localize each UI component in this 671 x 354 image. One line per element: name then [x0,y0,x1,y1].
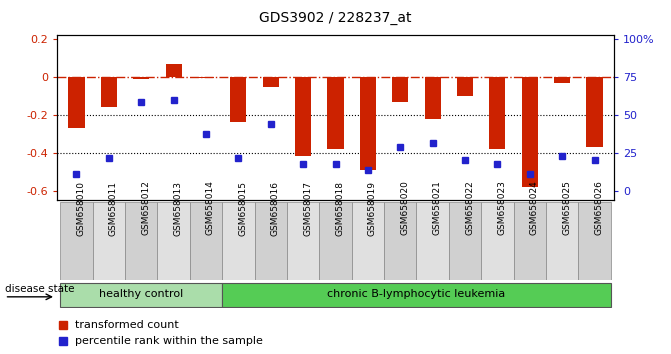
Bar [417,202,449,280]
Text: transformed count: transformed count [75,320,179,330]
Bar [554,77,570,83]
Bar [222,202,254,280]
Bar [60,283,222,307]
Text: percentile rank within the sample: percentile rank within the sample [75,336,263,346]
Bar [489,77,505,149]
Text: GSM658024: GSM658024 [530,181,539,235]
Bar [101,77,117,107]
Text: GSM658022: GSM658022 [465,181,474,235]
Bar [287,202,319,280]
Bar [125,202,158,280]
Bar [254,202,287,280]
Bar [190,202,222,280]
Bar [449,202,481,280]
Bar [319,202,352,280]
Bar [68,77,85,128]
Bar [262,77,279,87]
Bar [295,77,311,156]
Bar [392,77,409,102]
Bar [133,77,150,79]
Bar [481,202,513,280]
Text: GSM658016: GSM658016 [270,181,280,235]
Bar [352,202,384,280]
Text: GSM658023: GSM658023 [497,181,507,235]
Text: chronic B-lymphocytic leukemia: chronic B-lymphocytic leukemia [327,289,505,299]
Bar [384,202,417,280]
Bar [222,283,611,307]
Bar [198,77,214,78]
Bar [521,77,538,187]
Text: healthy control: healthy control [99,289,183,299]
Bar [166,64,182,77]
Bar [578,202,611,280]
Text: GSM658026: GSM658026 [595,181,603,235]
Bar [586,77,603,147]
Bar [360,77,376,170]
Text: GSM658014: GSM658014 [206,181,215,235]
Bar [158,202,190,280]
Text: GSM658013: GSM658013 [174,181,183,235]
Text: GSM658019: GSM658019 [368,181,377,235]
Bar [425,77,441,119]
Bar [327,77,344,149]
Text: GSM658017: GSM658017 [303,181,312,235]
Bar [93,202,125,280]
Text: GSM658020: GSM658020 [401,181,409,235]
Text: disease state: disease state [5,284,74,295]
Bar [546,202,578,280]
Text: GSM658011: GSM658011 [109,181,118,235]
Text: GSM658010: GSM658010 [76,181,85,235]
Text: GSM658015: GSM658015 [238,181,248,235]
Text: GDS3902 / 228237_at: GDS3902 / 228237_at [259,11,412,25]
Bar [513,202,546,280]
Bar [230,77,246,122]
Text: GSM658018: GSM658018 [336,181,344,235]
Text: GSM658021: GSM658021 [433,181,442,235]
Text: GSM658012: GSM658012 [141,181,150,235]
Bar [457,77,473,96]
Bar [60,202,93,280]
Text: GSM658025: GSM658025 [562,181,571,235]
